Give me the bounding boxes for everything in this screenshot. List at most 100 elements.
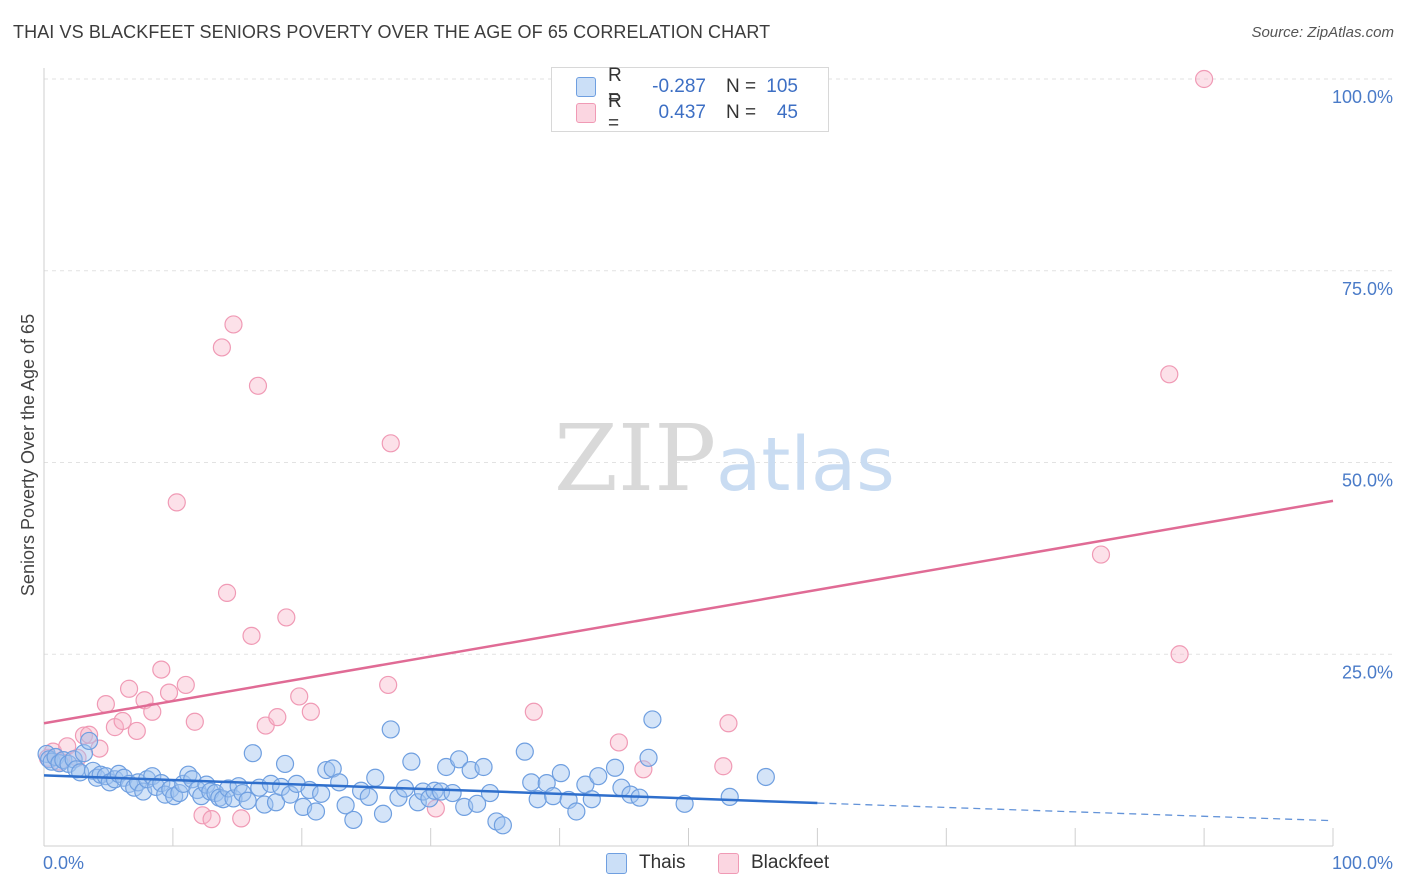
blackfeet-point (152, 660, 171, 679)
blackfeet-trend-line (43, 499, 1334, 725)
blackfeet-swatch (718, 852, 739, 874)
blackfeet-point (212, 338, 231, 357)
thais-point (366, 768, 385, 787)
blackfeet-point (159, 683, 179, 702)
thais-point (480, 783, 500, 803)
thais-points (37, 710, 775, 835)
blackfeet-point (167, 493, 186, 512)
thais-point (80, 731, 99, 751)
thais-point (528, 790, 547, 809)
thais-point (330, 773, 349, 792)
n-label: N = (726, 102, 757, 123)
thais-point (192, 787, 211, 806)
thais-point (639, 748, 658, 767)
thais-point (317, 760, 336, 780)
n-label: N = (726, 76, 757, 97)
blackfeet-point (1194, 69, 1214, 89)
chart-title: THAI VS BLACKFEET SENIORS POVERTY OVER T… (13, 22, 771, 42)
blackfeet-point (714, 757, 733, 776)
legend-item-blackfeet[interactable]: Blackfeet (718, 852, 829, 874)
n-value: 45 (776, 102, 798, 123)
legend-item-thais[interactable]: Thais (606, 852, 685, 874)
trend-lines (43, 499, 1334, 822)
blackfeet-point (176, 675, 195, 695)
thais-point (449, 750, 469, 769)
blackfeet-point (74, 726, 94, 745)
y-axis-label: Seniors Poverty Over the Age of 65 (18, 314, 38, 596)
x-tick-label: 0.0% (43, 853, 84, 873)
blackfeet-point (96, 695, 115, 714)
source-label: Source: ZipAtlas.com (1251, 24, 1394, 41)
blackfeet-point (217, 583, 237, 602)
watermark-atlas: atlas (716, 422, 895, 508)
thais-point (522, 773, 541, 792)
thais-point (402, 752, 421, 771)
y-tick-label: 25.0% (1342, 662, 1393, 682)
thais-point (312, 784, 331, 803)
thais-point (344, 810, 363, 830)
thais-point (443, 783, 462, 803)
blackfeet-point (634, 760, 653, 779)
thais-point (468, 794, 487, 813)
thais-trend-line (43, 774, 818, 805)
series-legend: Thais Blackfeet (0, 852, 1406, 878)
legend-row-thais: R = -0.287 N = 105 (576, 65, 798, 108)
y-tick-label: 75.0% (1342, 279, 1393, 299)
thais-point (165, 787, 184, 806)
thais-trend-extension (817, 802, 1334, 822)
r-label: R = (608, 65, 622, 108)
blackfeet-point (1091, 545, 1111, 564)
thais-point (214, 790, 233, 809)
thais-point (515, 742, 534, 761)
thais-point (720, 787, 739, 807)
blackfeet-point (719, 714, 738, 733)
blackfeet-swatch (576, 103, 596, 123)
blackfeet-point (268, 708, 287, 727)
thais-point (381, 720, 400, 739)
thais-point (474, 757, 493, 777)
y-tick-label: 50.0% (1342, 471, 1393, 491)
blackfeet-point (232, 809, 251, 828)
thais-point (170, 783, 189, 803)
thais-point (156, 785, 175, 804)
thais-swatch (576, 77, 596, 97)
thais-point (238, 791, 257, 810)
blackfeet-point (143, 702, 162, 721)
blackfeet-point (248, 376, 268, 395)
blackfeet-point (242, 626, 261, 645)
thais-point (551, 764, 570, 783)
thais-point (756, 767, 775, 787)
n-value: 105 (766, 76, 798, 97)
thais-point (431, 782, 451, 801)
thais-point (306, 802, 326, 821)
thais-point (255, 795, 274, 814)
thais-point (643, 710, 662, 729)
thais-point (544, 787, 563, 806)
correlation-legend: R = -0.287 N = 105 R = 0.437 N = 45 (551, 65, 829, 134)
r-value: -0.287 (652, 76, 706, 97)
r-value: 0.437 (658, 102, 706, 123)
blackfeet-point (193, 806, 212, 825)
blackfeet-point (1160, 365, 1179, 384)
legend-row-blackfeet: R = 0.437 N = 45 (576, 91, 798, 134)
thais-point (493, 816, 512, 835)
thais-point (336, 796, 355, 815)
blackfeet-point (290, 687, 309, 706)
thais-point (281, 785, 300, 804)
blackfeet-point (185, 712, 204, 731)
watermark: ZIP atlas (554, 405, 895, 512)
blackfeet-point (609, 733, 628, 752)
blackfeet-point (381, 434, 400, 453)
blackfeet-point (301, 702, 320, 721)
blackfeet-point (524, 702, 543, 721)
blackfeet-point (80, 725, 99, 744)
blackfeet-point (127, 721, 146, 741)
r-label: R = (608, 91, 622, 134)
thais-point (359, 787, 378, 807)
thais-swatch (606, 852, 627, 874)
blackfeet-point (202, 810, 221, 829)
axes (43, 68, 1334, 847)
thais-point (589, 767, 608, 786)
thais-point (275, 754, 295, 774)
blackfeet-point (119, 679, 139, 698)
